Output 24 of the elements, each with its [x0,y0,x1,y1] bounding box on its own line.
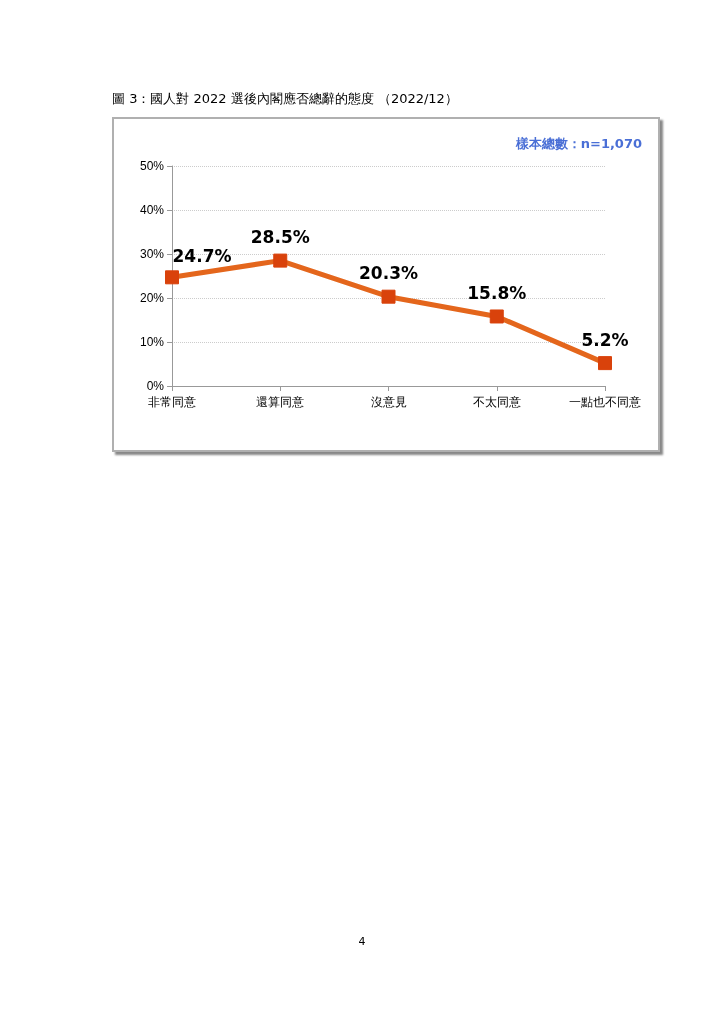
point [273,253,288,268]
text: 28.5% [250,227,310,248]
x-tick-label: 沒意見 [370,395,407,409]
point [381,289,396,304]
y-tick-label: 0% [146,379,165,393]
chart-title: 圖 3：國人對 2022 選後內閣應否總辭的態度 （2022/12） [112,90,458,108]
point [489,309,504,324]
x-tick-label: 還算同意 [256,395,305,409]
y-tick-label: 10% [139,335,165,349]
text: 15.8% [467,282,527,303]
text: 24.7% [172,245,232,266]
y-tick-label: 20% [139,291,165,305]
text: 20.3% [359,263,418,284]
y-tick-label: 40% [139,203,165,217]
point [165,270,179,285]
x-tick-label: 不太同意 [472,395,521,409]
text: 5.2% [581,329,629,350]
x-tick-label: 一點也不同意 [569,395,641,409]
x-tick-label: 非常同意 [148,395,196,409]
point [598,356,612,371]
y-tick-label: 50% [139,159,165,173]
text: 4 [357,935,367,948]
text: 樣本總數：n=1,070 [514,136,643,151]
y-tick-label: 30% [139,247,165,261]
